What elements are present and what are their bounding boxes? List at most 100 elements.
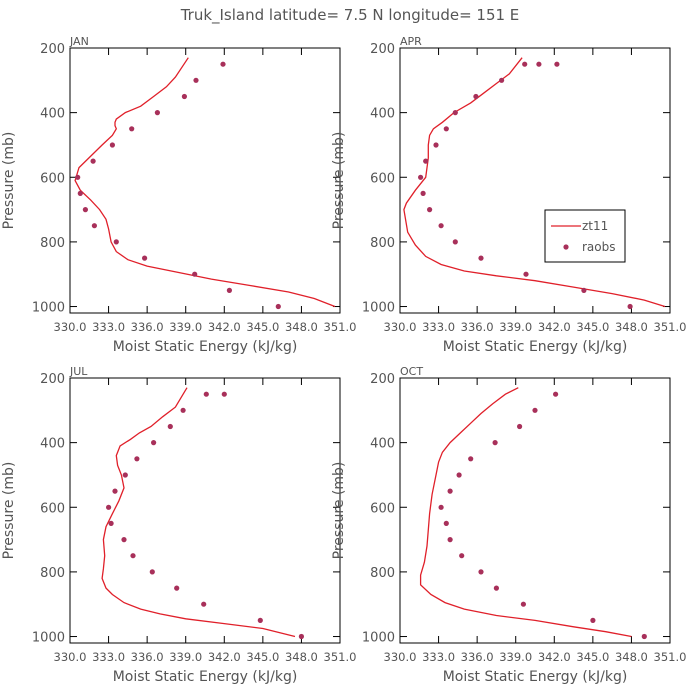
obs-point (220, 61, 226, 67)
obs-point (443, 520, 449, 527)
x-axis-label: Moist Static Energy (kJ/kg) (113, 669, 298, 685)
plot-frame (399, 47, 671, 314)
y-tick-label: 200 (370, 42, 395, 57)
y-tick-label: 800 (40, 236, 65, 251)
x-tick-label: 336.0 (461, 320, 494, 334)
x-tick-label: 345.0 (576, 320, 609, 334)
legend-marker-swatch (563, 244, 569, 250)
x-tick-label: 333.0 (92, 650, 125, 664)
obs-point (447, 488, 453, 494)
x-tick-label: 330.0 (384, 650, 417, 664)
y-tick-label: 400 (40, 107, 65, 122)
x-tick-label: 339.0 (499, 320, 532, 334)
y-tick-label: 1000 (362, 631, 395, 646)
obs-point (193, 77, 199, 83)
y-axis-label: Pressure (mb) (1, 132, 17, 230)
obs-point (520, 601, 527, 607)
x-tick-label: 342.0 (538, 320, 571, 334)
obs-point (423, 158, 429, 164)
panel-label: JAN (69, 35, 89, 48)
obs-point (226, 287, 232, 293)
obs-point (122, 472, 128, 478)
x-tick-label: 348.0 (615, 320, 648, 334)
obs-point (459, 553, 465, 559)
x-tick-label: 348.0 (285, 320, 318, 334)
y-tick-label: 600 (40, 501, 65, 516)
x-tick-label: 342.0 (208, 320, 241, 334)
obs-point (438, 504, 444, 510)
obs-point (149, 569, 155, 575)
y-tick-label: 400 (40, 437, 65, 452)
obs-point (275, 303, 281, 310)
obs-point (443, 126, 449, 132)
x-tick-label: 351.0 (654, 650, 687, 664)
panel-apr: APR 200 400 600 800 1000 330.0 333.0 336.0 339.0 3… (331, 35, 686, 355)
x-tick-label: 342.0 (208, 650, 241, 664)
y-tick-label: 400 (370, 437, 395, 452)
obs-point (192, 271, 198, 277)
obs-point (536, 61, 542, 67)
obs-point (142, 255, 148, 261)
obs-point (627, 303, 633, 310)
obs-point (499, 77, 505, 83)
obs-point (298, 633, 304, 640)
x-tick-label: 333.0 (422, 320, 455, 334)
x-tick-label: 336.0 (461, 650, 494, 664)
x-tick-label: 333.0 (92, 320, 125, 334)
y-tick-label: 1000 (362, 301, 395, 316)
series-line-zt11 (419, 387, 632, 638)
x-axis-label: Moist Static Energy (kJ/kg) (113, 339, 298, 355)
x-tick-label: 348.0 (615, 650, 648, 664)
x-tick-label: 345.0 (576, 650, 609, 664)
obs-point (420, 190, 426, 196)
series-line-zt11 (403, 57, 666, 308)
obs-point (447, 537, 453, 543)
panel-label: JUL (69, 365, 88, 378)
obs-point (112, 488, 118, 494)
y-tick-label: 1000 (32, 631, 65, 646)
obs-point (641, 633, 647, 640)
obs-point (493, 585, 499, 591)
x-tick-label: 348.0 (285, 650, 318, 664)
obs-point (75, 174, 81, 180)
obs-point (478, 569, 484, 575)
obs-point (201, 601, 207, 607)
obs-point (151, 440, 157, 446)
x-tick-label: 330.0 (384, 320, 417, 334)
obs-point (532, 407, 538, 413)
plot-frame (69, 377, 341, 644)
x-tick-label: 345.0 (246, 650, 279, 664)
figure-title: Truk_Island latitude= 7.5 N longitude= 1… (180, 6, 520, 25)
obs-point (522, 61, 528, 67)
obs-point (82, 207, 88, 213)
y-axis-label: Pressure (mb) (331, 462, 347, 560)
obs-point (129, 126, 135, 132)
obs-point (203, 391, 209, 397)
obs-point (167, 423, 173, 430)
legend-label-model: zt11 (582, 219, 608, 233)
obs-point (109, 142, 115, 148)
obs-point (517, 423, 523, 430)
obs-point (180, 407, 186, 413)
y-axis-label: Pressure (mb) (1, 462, 17, 560)
y-tick-label: 800 (370, 566, 395, 581)
y-tick-label: 1000 (32, 301, 65, 316)
panel-oct: OCT 200 400 600 800 1000 330.0 333.0 336.0 339.0 3… (331, 365, 686, 685)
panel-label: OCT (400, 365, 423, 378)
y-tick-label: 200 (40, 42, 65, 57)
obs-point (452, 110, 458, 116)
obs-point (553, 391, 559, 397)
obs-point (154, 110, 160, 116)
x-axis-label: Moist Static Energy (kJ/kg) (443, 339, 628, 355)
obs-point (478, 255, 484, 261)
obs-point (433, 142, 439, 148)
obs-point (121, 537, 127, 543)
obs-point (590, 617, 596, 624)
obs-point (492, 440, 498, 446)
y-tick-label: 600 (40, 171, 65, 186)
x-tick-label: 339.0 (499, 650, 532, 664)
obs-point (181, 93, 187, 100)
obs-point (581, 287, 587, 293)
obs-point (468, 456, 474, 462)
